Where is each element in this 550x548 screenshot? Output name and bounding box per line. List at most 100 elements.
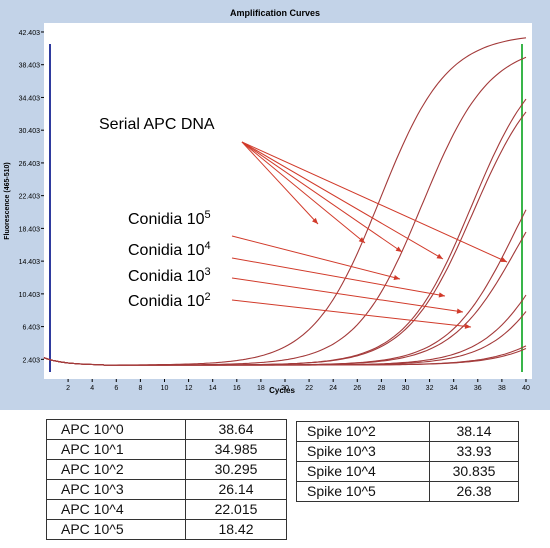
apc-row: APC 10^3 26.14 [46,479,287,500]
apc-ct-value: 18.42 [185,519,287,540]
y-axis-label: Fluorescence (465-510) [4,162,11,239]
y-tick-label: 38.403 [19,63,41,70]
annotation-arrow [231,235,401,280]
arrow-head [438,292,445,298]
annotation-text: Conidia 10 [128,268,205,285]
x-tick-label: 14 [209,385,217,392]
annotation-c5: Conidia 105 [128,209,211,228]
x-tick-label: 40 [522,385,530,392]
apc-label: APC 10^2 [46,459,186,480]
x-tick-label: 16 [233,385,241,392]
spike-row: Spike 10^5 26.38 [296,481,519,502]
annotation-arrow [231,277,464,313]
x-tick-label: 38 [498,385,506,392]
annotation-superscript: 5 [205,209,211,221]
apc-label: APC 10^1 [46,439,186,460]
apc-ct-value: 34.985 [185,439,287,460]
spike-row: Spike 10^4 30.835 [296,461,519,482]
amplification-curves [43,37,527,366]
spike-ct-value: 33.93 [429,441,519,462]
y-tick-label: 42.403 [19,30,41,37]
apc-ct-value: 22.015 [185,499,287,520]
x-tick-label: 20 [281,385,289,392]
annotation-c4: Conidia 104 [128,240,211,259]
apc-row: APC 10^5 18.42 [46,519,287,540]
y-tick-label: 14.403 [19,259,41,266]
spike-row: Spike 10^2 38.14 [296,421,519,442]
y-tick-label: 26.403 [19,161,41,168]
arrow-head [500,257,507,262]
annotation-arrows [231,141,508,329]
annotation-superscript: 3 [205,266,211,278]
x-tick-label: 34 [450,385,458,392]
arrow-head [395,246,402,252]
x-tick-label: 32 [426,385,434,392]
x-tick-label: 18 [257,385,265,392]
x-tick-labels: 2 4 6 8 10 12 14 16 18 20 22 24 26 28 30 32 34 36 38 40 [66,379,530,392]
arrow-head [436,253,443,259]
spike-ct-value: 26.38 [429,481,519,502]
x-tick-label: 10 [161,385,169,392]
curve-series-9 [43,345,527,366]
arrow-head [456,308,463,314]
ct-table-apc: APC 10^0 38.64 APC 10^1 34.985 APC 10^2 30.29… [46,419,287,540]
spike-label: Spike 10^5 [296,481,430,502]
spike-row: Spike 10^3 33.93 [296,441,519,462]
apc-row: APC 10^0 38.64 [46,419,287,440]
plot-area [44,23,532,379]
apc-ct-value: 38.64 [185,419,287,440]
arrow-head [312,217,318,224]
annotation-serial: Serial APC DNA [99,116,215,133]
apc-ct-value: 30.295 [185,459,287,480]
y-tick-label: 10.403 [19,292,41,299]
x-tick-label: 30 [402,385,410,392]
annotation-arrow [241,141,444,260]
annotation-arrow [231,299,472,328]
x-tick-label: 2 [66,385,70,392]
x-tick-label: 22 [305,385,313,392]
apc-label: APC 10^3 [46,479,186,500]
spike-ct-value: 38.14 [429,421,519,442]
annotation-text: Conidia 10 [128,293,205,310]
x-tick-label: 28 [377,385,385,392]
apc-label: APC 10^4 [46,499,186,520]
apc-row: APC 10^4 22.015 [46,499,287,520]
x-axis-label: Cycles [269,386,295,395]
arrow-head [464,323,471,329]
annotation-text: Conidia 10 [128,242,205,259]
arrow-head [358,237,365,243]
annotation-arrow [241,141,508,263]
y-tick-label: 18.403 [19,226,41,233]
x-tick-label: 24 [329,385,337,392]
y-tick-label: 30.403 [19,128,41,135]
x-tick-label: 26 [353,385,361,392]
spike-ct-value: 30.835 [429,461,519,482]
apc-label: APC 10^5 [46,519,186,540]
annotation-arrow [231,257,446,297]
chart-title: Amplification Curves [230,8,320,18]
annotation-arrow [241,141,403,253]
annotation-text: Conidia 10 [128,211,205,228]
x-tick-label: 12 [185,385,193,392]
apc-row: APC 10^2 30.295 [46,459,287,480]
annotation-c2: Conidia 102 [128,291,211,310]
y-tick-label: 6.403 [22,325,40,332]
apc-label: APC 10^0 [46,419,186,440]
x-tick-label: 8 [138,385,142,392]
annotation-c3: Conidia 103 [128,266,211,285]
y-tick-label: 34.403 [19,95,41,102]
spike-label: Spike 10^4 [296,461,430,482]
ct-table-spike: Spike 10^2 38.14 Spike 10^3 33.93 Spike 10^4… [296,421,519,502]
annotation-arrow [241,141,319,225]
y-tick-label: 22.403 [19,194,41,201]
annotation-superscript: 2 [205,291,211,303]
apc-row: APC 10^1 34.985 [46,439,287,460]
x-tick-label: 36 [474,385,482,392]
apc-ct-value: 26.14 [185,479,287,500]
amplification-chart: Amplification Curves Cycles Fluorescence… [0,0,550,410]
x-tick-label: 4 [90,385,94,392]
spike-label: Spike 10^2 [296,421,430,442]
annotation-superscript: 4 [205,240,211,252]
x-tick-label: 6 [114,385,118,392]
spike-label: Spike 10^3 [296,441,430,462]
